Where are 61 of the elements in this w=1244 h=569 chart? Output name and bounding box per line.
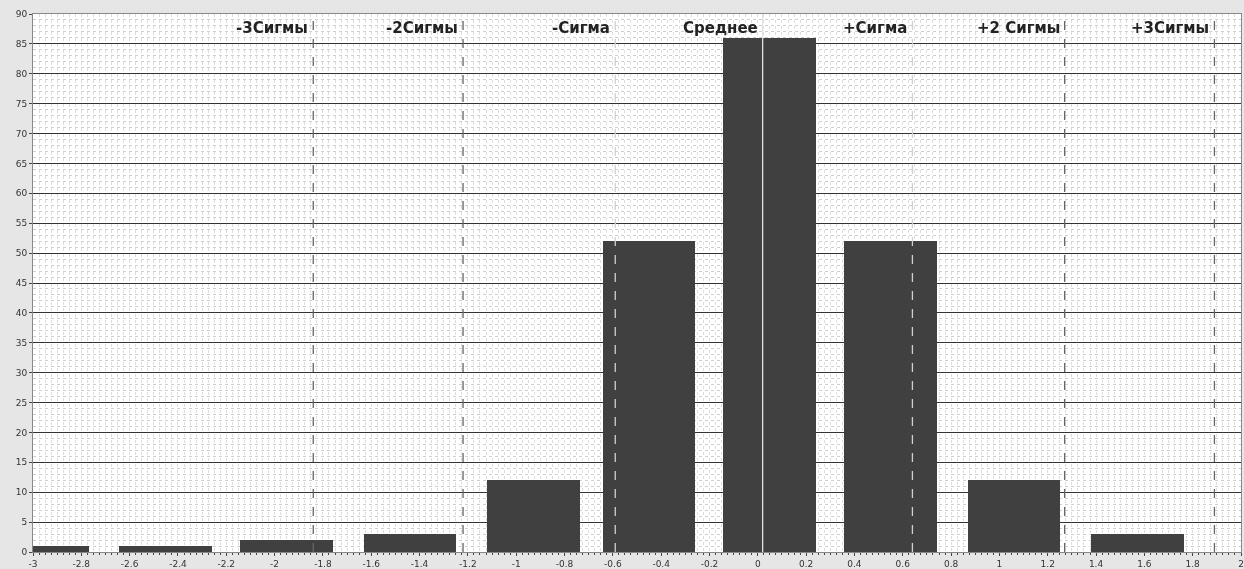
bar: [119, 546, 212, 552]
x-tick-label: -1.8: [314, 558, 332, 569]
x-tick-label: 0.4: [847, 558, 862, 569]
x-tick-label: -1.4: [410, 558, 429, 569]
x-tick-label: -2.6: [120, 558, 139, 569]
y-tick-label: 0: [21, 547, 28, 558]
x-tick-label: 0.8: [943, 558, 959, 569]
x-tick-label: 1: [996, 558, 1003, 569]
x-tick-label: -0.2: [700, 558, 719, 569]
x-tick-label: -0.4: [652, 558, 671, 569]
bar: [364, 534, 456, 552]
ref-line-label: -Сигма: [552, 19, 610, 37]
y-tick-label: 85: [15, 39, 28, 50]
x-tick-label: 1.2: [1040, 558, 1055, 569]
x-tick-label: -1: [511, 558, 521, 569]
ref-line-label: Среднее: [683, 19, 758, 37]
ref-line-label: +2 Сигмы: [977, 19, 1061, 37]
y-tick-label: 45: [15, 278, 28, 289]
x-tick-label: -1.6: [362, 558, 381, 569]
bar: [844, 241, 937, 552]
bar: [723, 38, 816, 552]
ref-line-label: +Сигма: [843, 19, 908, 37]
x-tick-label: 1.8: [1185, 558, 1201, 569]
x-tick-label: -2: [270, 558, 280, 569]
y-tick-label: 15: [15, 457, 28, 468]
x-tick-label: -0.8: [555, 558, 574, 569]
y-tick-label: 75: [15, 98, 28, 109]
bar: [240, 540, 333, 552]
x-tick-label: 1.6: [1137, 558, 1152, 569]
bar: [603, 241, 695, 552]
y-tick-label: 40: [15, 308, 28, 319]
x-tick-label: 2: [1238, 558, 1244, 569]
y-tick-label: 25: [15, 397, 28, 408]
y-tick-label: 60: [15, 188, 28, 199]
x-tick-label: -0.6: [604, 558, 622, 569]
x-tick-label: -2.4: [169, 558, 188, 569]
ref-line-label: +3Сигмы: [1131, 19, 1210, 37]
y-tick-label: 50: [15, 248, 28, 259]
y-tick-label: 5: [21, 517, 28, 528]
x-tick-label: 0.6: [895, 558, 911, 569]
ref-line-label: -3Сигмы: [236, 19, 308, 37]
bar: [1091, 534, 1184, 552]
y-tick-label: 80: [15, 68, 28, 79]
x-tick-label: 0.2: [798, 558, 814, 569]
bar: [487, 480, 580, 552]
y-tick-label: 20: [15, 427, 28, 438]
x-tick-label: -2.2: [217, 558, 236, 569]
bar: [968, 480, 1060, 552]
x-tick-label: -3: [28, 558, 38, 569]
x-tick-label: -1.2: [459, 558, 477, 569]
y-tick-label: 65: [15, 158, 28, 169]
y-tick-label: 70: [15, 128, 28, 139]
y-tick-label: 90: [15, 9, 28, 20]
x-tick-label: -2.8: [72, 558, 91, 569]
ref-line-label: -2Сигмы: [386, 19, 458, 37]
y-tick-label: 10: [15, 487, 28, 498]
y-tick-label: 55: [15, 218, 28, 229]
y-tick-label: 30: [15, 367, 28, 378]
x-tick-label: 1.4: [1088, 558, 1104, 569]
x-tick-label: 0: [754, 558, 761, 569]
y-tick-label: 35: [15, 337, 28, 348]
